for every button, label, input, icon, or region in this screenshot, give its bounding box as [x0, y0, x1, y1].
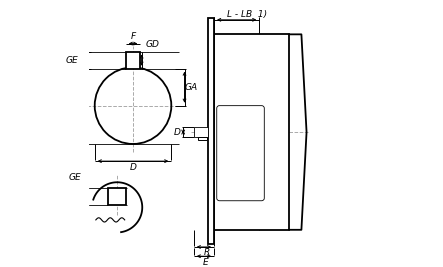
- Text: E: E: [202, 258, 208, 266]
- Text: L - LB  1): L - LB 1): [227, 10, 267, 19]
- Text: GD: GD: [146, 40, 160, 49]
- Text: D: D: [129, 163, 136, 172]
- Bar: [194, 127, 208, 137]
- Text: R: R: [203, 248, 210, 257]
- Text: GE: GE: [69, 173, 81, 182]
- Bar: [214, 34, 289, 230]
- Text: D: D: [174, 128, 181, 137]
- Bar: [198, 137, 207, 140]
- Bar: [108, 187, 126, 205]
- FancyBboxPatch shape: [217, 106, 264, 201]
- Text: GE: GE: [66, 56, 79, 65]
- Text: GA: GA: [185, 83, 198, 92]
- Bar: [208, 18, 214, 244]
- Bar: [126, 52, 140, 69]
- Text: F: F: [130, 33, 136, 41]
